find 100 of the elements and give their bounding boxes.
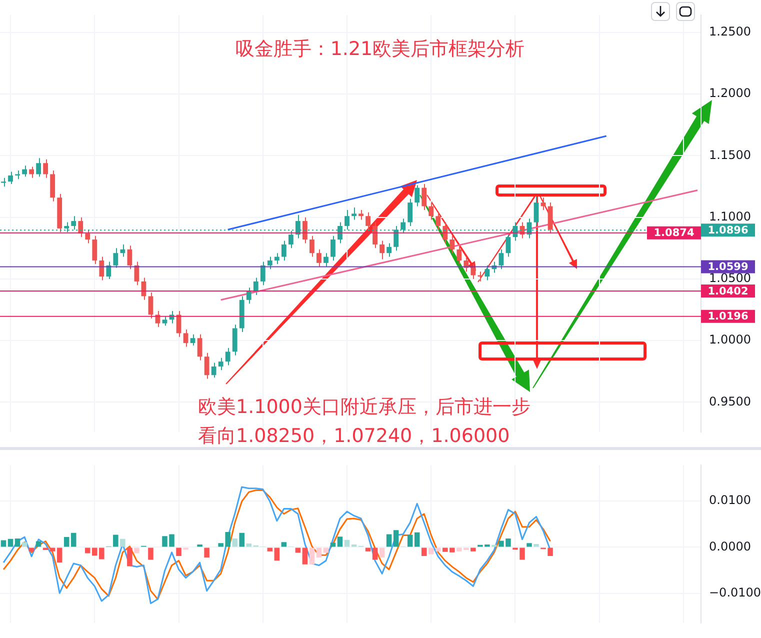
bar	[365, 548, 371, 552]
candlestick	[380, 240, 384, 260]
bar	[407, 534, 413, 547]
ref-line-label: 1.0896	[708, 224, 748, 236]
candlestick	[324, 252, 328, 268]
candlestick	[162, 315, 168, 326]
candlestick	[274, 252, 280, 265]
y-tick-label: −0.0100	[709, 586, 761, 600]
candlestick	[85, 229, 90, 244]
candlestick	[197, 334, 202, 361]
candlestick	[204, 352, 210, 380]
bar	[8, 538, 14, 547]
bar	[393, 530, 399, 547]
candlestick	[464, 256, 469, 272]
candlestick	[106, 261, 112, 280]
bar	[435, 548, 441, 552]
candlestick	[352, 206, 356, 220]
bar	[414, 532, 420, 547]
candlestick	[253, 277, 258, 296]
candlestick	[450, 235, 455, 254]
candlestick	[442, 222, 448, 244]
y-tick-label: 0.0100	[709, 493, 751, 508]
bar	[42, 548, 48, 550]
candlestick	[309, 235, 314, 258]
y-tick-label: 0.0000	[709, 539, 751, 554]
candlestick	[218, 357, 224, 371]
y-tick-label: 1.2000	[709, 86, 751, 100]
bar	[421, 548, 427, 556]
ref-line-label: 1.0599	[708, 260, 748, 273]
candlestick	[408, 198, 413, 226]
candlestick	[372, 222, 378, 249]
bar	[274, 548, 280, 561]
candlestick	[366, 212, 370, 230]
bar	[372, 548, 378, 560]
candlestick	[414, 184, 420, 207]
candlestick	[534, 196, 539, 226]
ref-line-label: 1.0402	[708, 285, 748, 298]
bar	[344, 540, 350, 547]
bar	[316, 548, 322, 558]
bar	[302, 548, 308, 564]
candlestick	[8, 171, 13, 185]
candlestick	[498, 248, 504, 270]
candlestick	[183, 329, 188, 348]
bar	[337, 536, 343, 547]
bar	[323, 548, 329, 553]
bar	[379, 548, 385, 558]
bar	[534, 544, 539, 547]
bar	[70, 532, 76, 547]
candlestick	[134, 261, 140, 286]
bar	[295, 548, 301, 553]
bar	[526, 543, 532, 547]
candlestick	[22, 165, 27, 178]
candlestick	[92, 235, 98, 265]
candlestick	[456, 245, 462, 265]
candlestick	[127, 245, 132, 270]
candlestick	[246, 287, 252, 304]
candlestick	[99, 256, 104, 281]
candlestick	[211, 362, 216, 378]
candlestick	[148, 292, 154, 319]
annotation: 看向1.08250，1.07240，1.06000	[198, 424, 510, 447]
candlestick	[358, 209, 364, 220]
candlestick	[506, 232, 511, 258]
y-tick-label: 1.2500	[709, 24, 751, 39]
candlestick	[260, 261, 266, 286]
bar	[267, 548, 273, 552]
bar	[428, 548, 434, 554]
bar	[127, 548, 132, 566]
candlestick	[225, 347, 230, 366]
candlestick	[29, 166, 34, 178]
y-tick-label: 1.1000	[709, 209, 751, 224]
bar	[113, 534, 118, 547]
text: 吸金胜手：1.21欧美后市框架分析	[235, 38, 525, 60]
bar	[120, 538, 126, 547]
candlestick	[436, 212, 441, 230]
candlestick	[386, 242, 392, 258]
candlestick	[422, 184, 427, 210]
annotation: 欧美1.1000关口附近承压，后市进一步	[198, 396, 530, 418]
candlestick	[288, 230, 294, 249]
candlestick	[78, 216, 84, 238]
bar	[470, 548, 476, 552]
candlestick	[302, 216, 308, 244]
bar	[309, 548, 315, 564]
bar	[22, 542, 28, 547]
candlestick	[281, 240, 286, 261]
candlestick	[316, 248, 322, 268]
candlestick	[344, 209, 350, 230]
candlestick	[428, 202, 434, 220]
bar	[232, 538, 238, 547]
bar	[56, 548, 62, 563]
candlestick	[71, 216, 76, 230]
bar	[36, 541, 42, 547]
bar	[239, 532, 244, 547]
bar	[14, 538, 20, 547]
bar	[386, 534, 392, 547]
bar	[204, 548, 210, 558]
candlestick	[43, 158, 48, 178]
bar	[28, 548, 34, 552]
bar	[50, 548, 56, 552]
candlestick	[232, 324, 238, 356]
bar	[197, 544, 202, 547]
